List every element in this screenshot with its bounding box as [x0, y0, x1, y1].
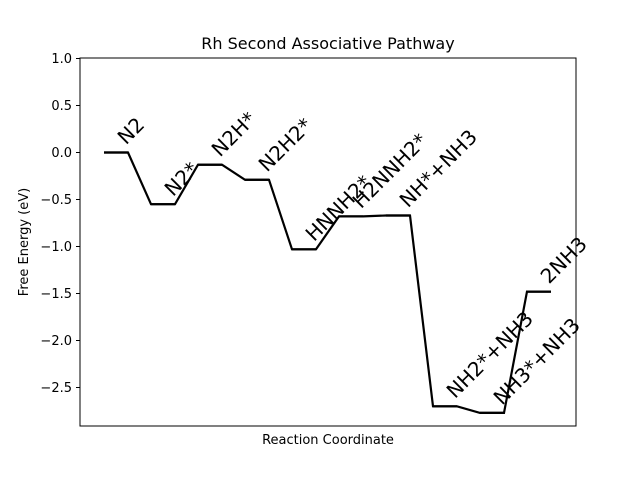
- y-tick-label: 0.5: [51, 99, 72, 114]
- y-tick-label: −0.5: [40, 193, 72, 208]
- y-tick-label: −1.5: [40, 287, 72, 302]
- y-axis-title: Free Energy (eV): [17, 188, 32, 296]
- plot-frame: [79, 57, 577, 427]
- energy-profile-line: [104, 151, 551, 414]
- x-axis-title: Reaction Coordinate: [262, 433, 394, 448]
- y-tick-label: −2.5: [40, 381, 72, 396]
- chart-title: Rh Second Associative Pathway: [201, 34, 454, 53]
- y-tick-label: −1.0: [40, 240, 72, 255]
- y-tick-label: −2.0: [40, 334, 72, 349]
- y-tick-label: 0.0: [51, 146, 72, 161]
- y-tick-label: 1.0: [51, 52, 72, 67]
